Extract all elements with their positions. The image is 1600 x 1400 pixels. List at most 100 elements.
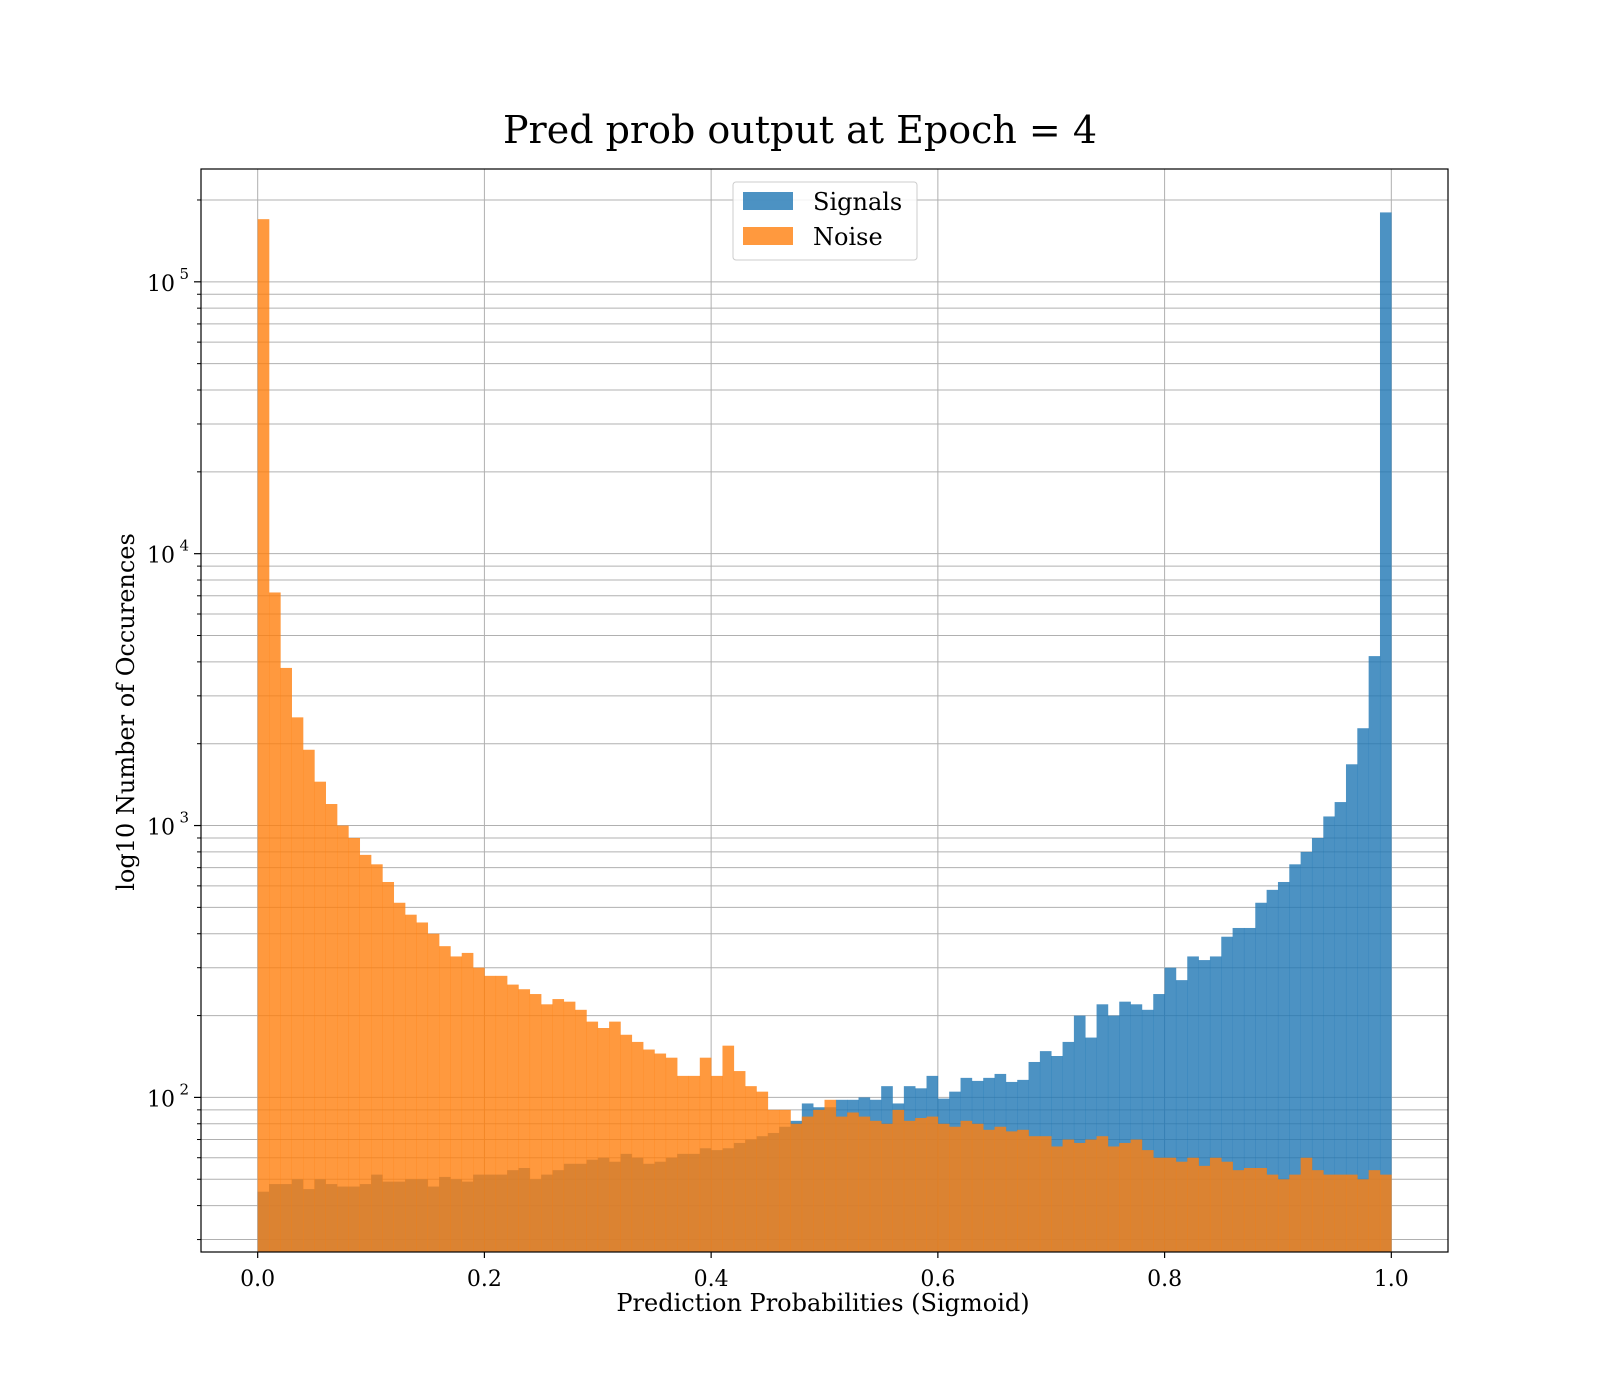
bar-noise [371,864,383,1252]
bar-signals [1379,212,1392,1253]
x-tick-label: 0.8 [1147,1267,1182,1292]
bar-noise [756,1091,769,1252]
bar-noise [926,1116,939,1252]
bar-noise [495,975,508,1252]
bar-noise [461,952,474,1252]
bar-noise [665,1057,678,1252]
bar-noise [405,914,417,1252]
bar-noise [733,1071,746,1252]
bar-noise [1039,1136,1052,1252]
bar-signals [1198,960,1211,1252]
bar-noise [937,1123,950,1252]
chart-title: Pred prob output at Epoch = 4 [503,108,1097,152]
bar-noise [994,1126,1007,1252]
bar-noise [1289,1174,1301,1252]
bar-signals [1300,851,1313,1252]
bar-noise [881,1123,893,1252]
x-tick-label: 0.4 [694,1267,729,1292]
bar-noise [1277,1179,1290,1252]
bar-noise [824,1099,837,1252]
bar-noise [552,999,565,1252]
bar-noise [892,1109,905,1252]
y-tick-label: 10 [147,816,175,841]
bar-noise [1357,1179,1369,1252]
bar-noise [280,667,292,1252]
bar-noise [643,1049,655,1252]
bar-signals [1243,927,1256,1252]
x-axis-ticks: 0.0 0.2 0.4 0.6 0.8 1.0 [240,1252,1409,1292]
bar-signals [1130,1004,1143,1252]
bar-signals [1334,802,1347,1252]
bar-noise [620,1034,633,1252]
bar-noise [654,1053,667,1252]
bar-noise [1017,1129,1029,1252]
y-tick-exponent: 4 [179,537,189,555]
bar-noise [1107,1146,1120,1252]
bar-noise [745,1086,757,1252]
x-tick-label: 0.6 [920,1267,955,1292]
y-tick-label: 10 [147,544,175,569]
bar-noise [1232,1170,1245,1252]
bar-noise [813,1109,825,1252]
x-tick-label: 1.0 [1374,1267,1409,1292]
bar-noise [1345,1174,1358,1252]
bar-noise [699,1057,712,1252]
bar-noise [711,1075,723,1252]
bar-noise [348,837,361,1252]
bar-noise [1119,1142,1131,1252]
bar-noise [801,1116,814,1252]
bar-noise [439,946,451,1252]
y-axis-label: log10 Number of Occurences [112,533,140,891]
bar-noise [529,994,542,1252]
legend-swatch-noise [743,227,793,245]
bar-noise [1062,1139,1075,1252]
y-tick-exponent: 5 [179,265,189,283]
bar-signals [1277,881,1290,1252]
bar-noise [960,1120,973,1252]
bar-noise [1368,1170,1381,1252]
bar-noise [609,1021,621,1252]
bar-noise [1334,1174,1347,1252]
bar-noise [575,1009,587,1252]
bar-signals [1187,956,1199,1252]
bar-signals [1289,864,1301,1252]
bar-signals [1209,956,1222,1252]
bar-signals [1073,1015,1086,1252]
bar-noise [1096,1136,1109,1252]
bar-signals [1119,1001,1131,1252]
bar-signals [1232,927,1245,1252]
y-tick-label: 10 [147,272,175,297]
bar-signals [1345,764,1358,1252]
y-tick-label: 10 [147,1087,175,1112]
plot-frame [200,168,1449,1253]
bar-noise [1153,1157,1165,1252]
bar-noise [1187,1157,1199,1252]
bar-noise [303,749,315,1252]
bar-signals [1221,936,1233,1252]
bar-noise [450,956,463,1252]
bar-signals [1266,889,1279,1252]
bar-noise [257,219,270,1253]
bar-noise [597,1028,610,1252]
bar-noise [1266,1174,1279,1252]
bar-noise [1005,1131,1018,1252]
bar-noise [427,933,440,1252]
legend-swatch-signals [743,192,793,210]
bar-noise [949,1126,961,1252]
bar-signals [1368,656,1381,1252]
bar-signals [1311,837,1324,1252]
bar-noise [1085,1139,1097,1252]
bar-noise [1209,1157,1222,1252]
legend-label-noise: Noise [813,223,883,251]
bar-noise [1255,1167,1267,1252]
bar-noise [359,854,372,1252]
bar-noise [1379,1174,1392,1252]
bar-noise [677,1075,689,1252]
bar-noise [903,1120,916,1252]
bar-noise [1300,1157,1313,1252]
bar-noise [1311,1170,1324,1252]
legend: Signals Noise [732,181,918,261]
